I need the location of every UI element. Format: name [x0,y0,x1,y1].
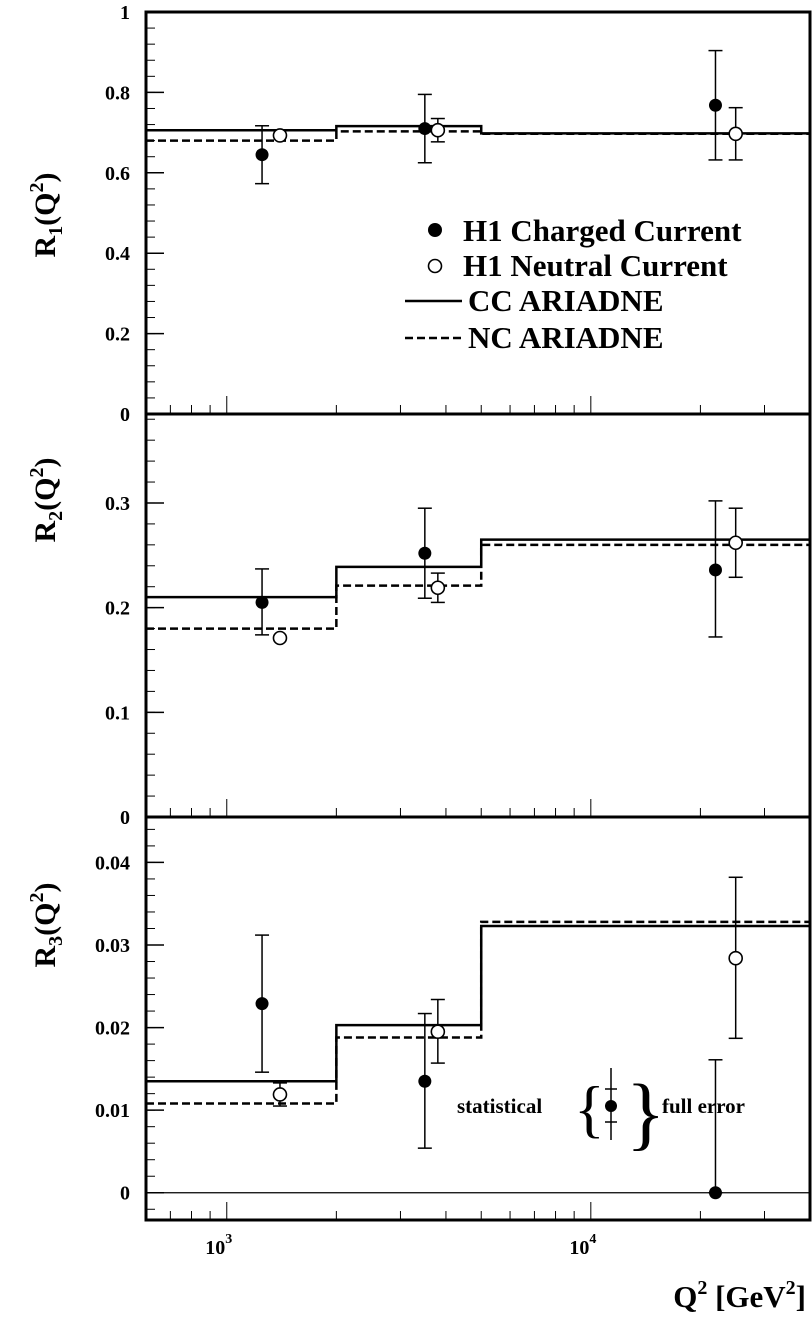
error-key-marker [605,1100,617,1112]
neutral-current-point [272,1087,288,1102]
cc-ariadne-line [146,538,810,599]
panel-r3-frame [144,815,812,1222]
neutral-current-point [728,126,743,142]
y-tick-label: 0.4 [105,243,130,265]
x-axis: 103 104 [205,1232,596,1259]
charged-current-point [708,563,722,577]
y-tick-label: 0.04 [95,852,130,874]
neutral-current-point [272,128,288,143]
charged-current-point [418,1074,432,1088]
error-key-statistical-label: statistical [457,1094,542,1118]
error-key-full-label: full error [662,1094,745,1118]
charged-current-point [255,148,269,162]
charged-current-point [255,997,269,1011]
y-tick-label: 0.2 [105,598,130,620]
neutral-current-point [728,535,743,551]
neutral-current-point [272,630,288,646]
panel-r3-ylabel: R3(Q2) [26,883,67,968]
charged-current-point [418,122,432,136]
charged-current-point [708,1186,722,1200]
neutral-current-point [728,950,743,966]
nc-ariadne-line [146,543,810,630]
charged-current-point [418,546,432,560]
legend-label-charged: H1 Charged Current [463,213,742,248]
nc-ariadne-line [146,130,810,142]
panel-r3-plot: 0 0.01 0.02 0.03 0.04 [95,828,811,1220]
y-tick-label: 0.02 [95,1018,130,1040]
x-tick-label: 104 [569,1232,596,1259]
neutral-current-point [430,580,446,596]
panel-r1-ylabel: R1(Q2) [26,173,67,258]
error-key-right-brace: } [626,1067,665,1158]
y-tick-label: 0 [120,1183,130,1205]
y-tick-label: 1 [120,2,130,24]
error-key-left-brace: { [574,1073,605,1144]
legend: H1 Charged Current H1 Neutral Current CC… [405,213,742,355]
panel-r3: 0 0.01 0.02 0.03 0.04 R3(Q2) statistical { }… [26,815,812,1222]
y-tick-label: 0.1 [105,702,130,724]
legend-label-cc: CC ARIADNE [468,283,664,318]
legend-marker-charged [428,223,442,237]
error-key: statistical { } full error [457,1067,745,1158]
panel-r1-plot: 0 0.2 0.4 0.6 0.8 1 [105,2,811,426]
cc-ariadne-line [146,924,810,1083]
charged-current-point [255,595,269,609]
y-tick-label: 0 [120,404,130,426]
panel-r2-plot: 0 0.1 0.2 0.3 [105,418,811,829]
neutral-current-point [430,122,446,138]
panel-r1: 0 0.2 0.4 0.6 0.8 1 R1(Q2) H1 Charged Current… [26,2,812,426]
y-tick-label: 0.3 [105,493,130,515]
neutral-current-point [430,1024,446,1040]
charged-current-point [708,98,722,112]
legend-label-neutral: H1 Neutral Current [463,248,728,283]
y-tick-label: 0 [120,807,130,829]
legend-label-nc: NC ARIADNE [468,320,664,355]
y-tick-label: 0.01 [95,1100,130,1122]
y-tick-label: 0.2 [105,324,130,346]
y-tick-label: 0.6 [105,163,130,185]
panel-r2-ylabel: R2(Q2) [26,458,67,543]
x-axis-title: Q2 [GeV2] [673,1277,806,1314]
panel-r2-frame [144,412,812,819]
panel-r2: 0 0.1 0.2 0.3 R2(Q2) [26,412,812,829]
legend-marker-neutral [427,258,443,274]
x-tick-label: 103 [205,1232,232,1259]
nc-ariadne-line [146,920,810,1105]
y-tick-label: 0.8 [105,82,130,104]
y-tick-label: 0.03 [95,935,130,957]
